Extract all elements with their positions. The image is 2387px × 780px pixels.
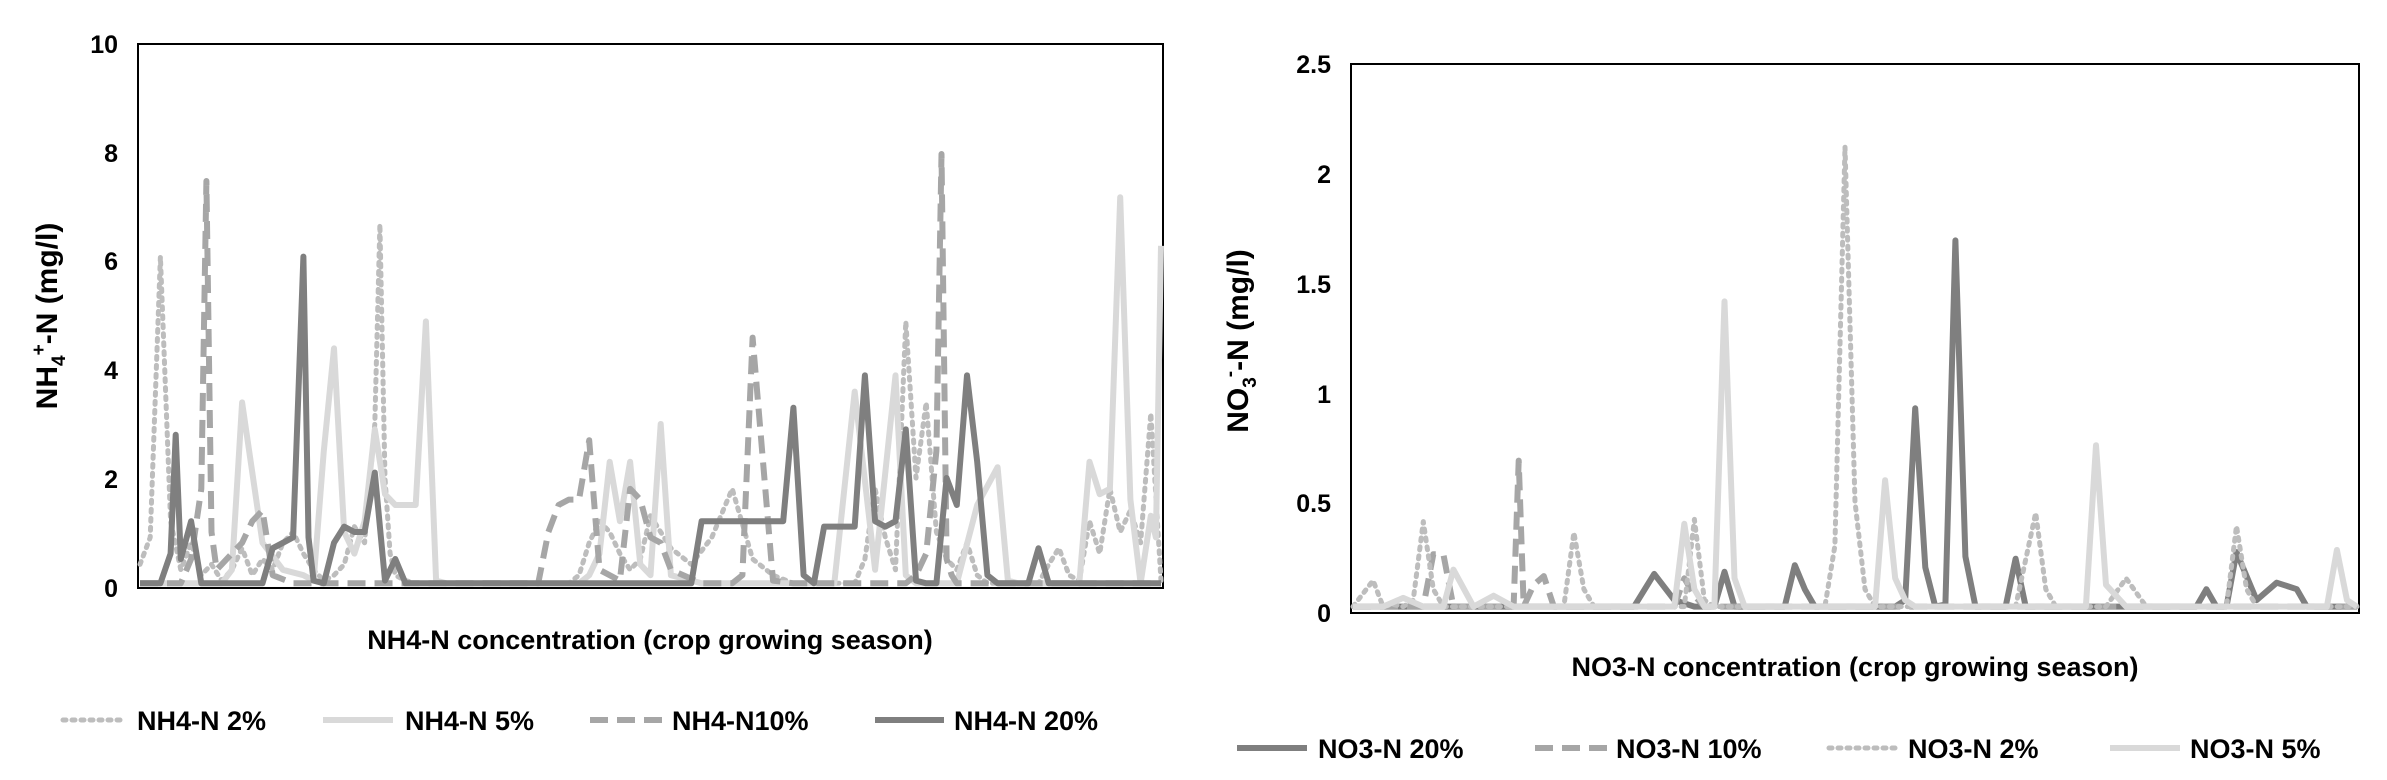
nh4-ytick-8: 8 xyxy=(104,140,118,168)
nh4-x-axis-label: NH4-N concentration (crop growing season… xyxy=(367,625,933,655)
no3-ytick-2: 2 xyxy=(1317,161,1331,189)
no3-ylabel-sup: - xyxy=(1220,371,1241,377)
nh4-ytick-6: 6 xyxy=(104,248,118,276)
nh4-ytick-10: 10 xyxy=(90,31,118,59)
no3-series-line-no3-n-5- xyxy=(1353,298,2359,610)
no3-series-group xyxy=(1350,144,2360,610)
nh4-legend-label-2: NH4-N 2% xyxy=(137,706,266,736)
no3-legend: NO3-N 20% NO3-N 10% NO3-N 2% NO3-N 5% xyxy=(1237,734,2321,764)
nh4-legend-label-20: NH4-N 20% xyxy=(954,706,1098,736)
no3-ytick-1-5: 1.5 xyxy=(1296,271,1331,299)
nh4-legend: NH4-N 2% NH4-N 5% NH4-N10% NH4-N 20% xyxy=(60,706,1098,736)
nh4-ytick-4: 4 xyxy=(104,357,118,385)
no3-legend-label-2: NO3-N 2% xyxy=(1908,734,2039,764)
no3-x-axis-label: NO3-N concentration (crop growing season… xyxy=(1571,652,2138,682)
nh4-legend-label-5: NH4-N 5% xyxy=(405,706,534,736)
no3-series-line-no3-n-20- xyxy=(1353,237,2357,610)
no3-legend-label-20: NO3-N 20% xyxy=(1318,734,1464,764)
nh4-y-axis-label: NH4+-N (mg/l) xyxy=(29,223,70,410)
nh4-ylabel-rest: -N (mg/l) xyxy=(31,223,64,345)
no3-ylabel-sub: 3 xyxy=(1240,377,1261,388)
nh4-series-line-nh4-n10- xyxy=(140,151,1161,587)
no3-plot-frame xyxy=(1350,63,2360,614)
no3-ytick-1: 1 xyxy=(1317,381,1331,409)
no3-series-line-no3-n-2- xyxy=(1350,144,2360,610)
no3-y-axis-label: NO3--N (mg/l) xyxy=(1220,249,1261,433)
nh4-series-group xyxy=(137,151,1164,587)
nh4-chart: 0 2 4 6 8 10 NH4+-N (mg/l) NH4-N concent… xyxy=(29,31,1164,736)
no3-ytick-0: 0 xyxy=(1317,600,1331,628)
nh4-ytick-2: 2 xyxy=(104,466,118,494)
no3-ytick-2-5: 2.5 xyxy=(1296,51,1331,79)
no3-ylabel-main: NO xyxy=(1222,388,1255,433)
nh4-ylabel-main: NH xyxy=(31,366,64,409)
nh4-legend-label-10: NH4-N10% xyxy=(672,706,809,736)
nh4-ylabel-sup: + xyxy=(29,344,50,355)
no3-ytick-0-5: 0.5 xyxy=(1296,490,1331,518)
no3-legend-label-10: NO3-N 10% xyxy=(1616,734,1762,764)
nh4-ylabel-sub: 4 xyxy=(49,355,70,366)
no3-ylabel-rest: -N (mg/l) xyxy=(1222,249,1255,371)
nh4-ytick-0: 0 xyxy=(104,575,118,603)
no3-legend-label-5: NO3-N 5% xyxy=(2190,734,2321,764)
no3-chart: 0 0.5 1 1.5 2 2.5 NO3--N (mg/l) NO3-N co… xyxy=(1220,51,2360,764)
nh4-series-line-nh4-n-20- xyxy=(140,253,1161,587)
